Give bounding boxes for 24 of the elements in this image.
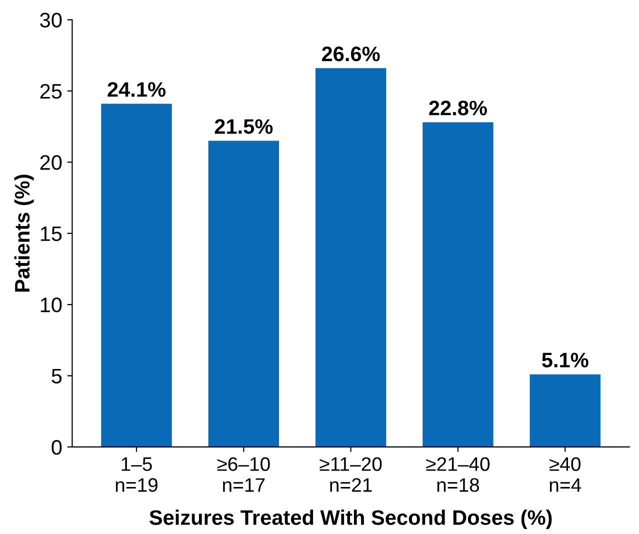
bar — [530, 374, 600, 447]
x-axis-title: Seizures Treated With Second Doses (%) — [149, 510, 552, 530]
data-label: 21.5% — [214, 119, 273, 134]
y-tick-label: 20 — [40, 155, 62, 170]
y-tick-label: 0 — [52, 440, 62, 455]
data-label: 26.6% — [322, 46, 380, 62]
x-tick-label: ≥6–10 n=17 — [217, 457, 270, 492]
bar — [315, 68, 386, 447]
y-axis-title: Patients (%) — [14, 174, 34, 292]
y-tick-label: 5 — [52, 368, 62, 384]
y-tick-label: 10 — [40, 298, 62, 312]
x-tick-label: ≥11–20 n=21 — [320, 457, 382, 492]
y-tick-label: 15 — [40, 226, 62, 242]
x-tick-label: ≥21–40 n=18 — [426, 457, 490, 492]
data-label: 22.8% — [429, 100, 487, 116]
data-label: 5.1% — [542, 352, 588, 368]
y-tick-label: 30 — [40, 12, 62, 28]
data-label: 24.1% — [108, 82, 166, 97]
x-tick-label: 1–5 n=19 — [116, 457, 158, 492]
bar — [101, 104, 172, 447]
x-tick-label: ≥40 n=4 — [550, 457, 582, 492]
y-tick-label: 25 — [40, 84, 62, 99]
bar — [208, 140, 280, 447]
bar — [422, 122, 494, 447]
